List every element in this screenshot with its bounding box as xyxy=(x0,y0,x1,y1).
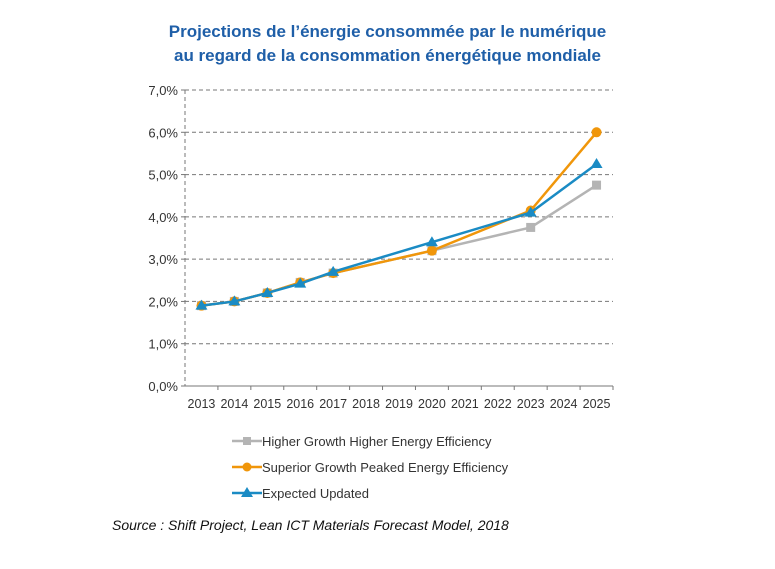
data-point-2 xyxy=(327,265,340,276)
chart-title: Projections de l’énergie consommée par l… xyxy=(0,20,775,68)
legend-label: Superior Growth Peaked Energy Efficiency xyxy=(262,459,509,475)
data-point-2 xyxy=(261,286,274,297)
title-line-1: Projections de l’énergie consommée par l… xyxy=(168,22,607,41)
legend-label: Expected Updated xyxy=(262,485,369,501)
x-tick-label: 2023 xyxy=(517,397,545,411)
data-point-2 xyxy=(425,236,438,247)
y-tick-label: 0,0% xyxy=(148,379,178,394)
series-line-1 xyxy=(201,131,598,307)
y-tick-label: 6,0% xyxy=(148,125,178,140)
legend-swatch xyxy=(232,437,262,445)
y-tick-label: 2,0% xyxy=(148,294,178,309)
data-point-0 xyxy=(592,180,602,190)
x-tick-label: 2021 xyxy=(451,397,479,411)
legend-item: Higher Growth Higher Energy Efficiency xyxy=(232,428,508,454)
legend-swatch xyxy=(232,462,262,472)
y-tick-label: 7,0% xyxy=(148,83,178,98)
x-tick-label: 2015 xyxy=(253,397,281,411)
series-line-2 xyxy=(201,162,598,307)
x-tick-label: 2018 xyxy=(352,397,380,411)
x-tick-label: 2017 xyxy=(319,397,347,411)
x-tick-label: 2019 xyxy=(385,397,413,411)
y-tick-label: 1,0% xyxy=(148,337,178,352)
legend-item: Expected Updated xyxy=(232,480,508,506)
data-point-2 xyxy=(228,295,241,306)
legend-swatch xyxy=(232,487,262,497)
data-point-1 xyxy=(426,245,437,256)
y-tick-label: 5,0% xyxy=(148,168,178,183)
legend-label: Higher Growth Higher Energy Efficiency xyxy=(262,433,492,449)
y-tick-label: 4,0% xyxy=(148,210,178,225)
x-tick-label: 2024 xyxy=(550,397,578,411)
y-tick-label: 3,0% xyxy=(148,252,178,267)
data-point-2 xyxy=(294,277,307,288)
data-point-1 xyxy=(591,127,602,138)
legend-item: Superior Growth Peaked Energy Efficiency xyxy=(232,454,508,480)
data-point-2 xyxy=(524,206,537,217)
title-line-2: au regard de la consommation énergétique… xyxy=(174,46,601,65)
x-tick-label: 2022 xyxy=(484,397,512,411)
legend: Higher Growth Higher Energy Efficiency Su… xyxy=(232,428,508,506)
x-tick-label: 2025 xyxy=(583,397,611,411)
data-point-2 xyxy=(195,299,208,310)
data-point-2 xyxy=(590,158,603,168)
data-point-0 xyxy=(526,222,536,232)
source-note: Source : Shift Project, Lean ICT Materia… xyxy=(112,517,509,533)
x-tick-label: 2014 xyxy=(220,397,248,411)
x-tick-label: 2016 xyxy=(286,397,314,411)
x-tick-label: 2013 xyxy=(188,397,216,411)
x-tick-label: 2020 xyxy=(418,397,446,411)
